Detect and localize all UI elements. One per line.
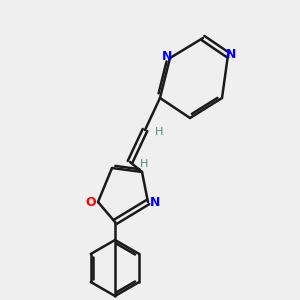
Text: H: H	[140, 159, 148, 169]
Text: N: N	[162, 50, 172, 64]
Text: H: H	[155, 127, 163, 137]
Text: N: N	[226, 47, 236, 61]
Text: N: N	[150, 196, 160, 208]
Text: O: O	[86, 196, 96, 208]
